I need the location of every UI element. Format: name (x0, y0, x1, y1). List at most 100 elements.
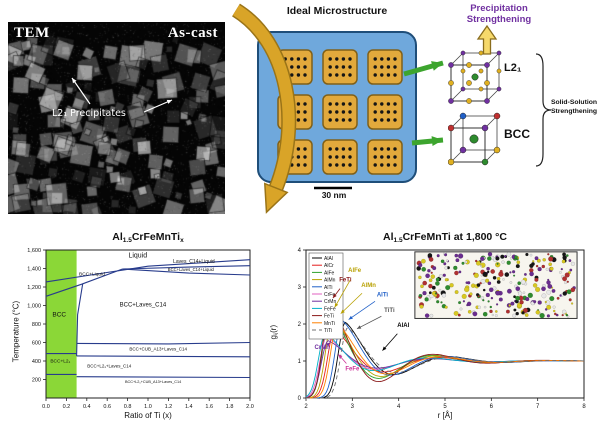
inset-atom (516, 260, 521, 265)
atom-dot (393, 147, 397, 151)
l21-precipitate-square (277, 139, 313, 175)
annotation-arrow (334, 279, 351, 308)
inset-atom (546, 314, 551, 318)
inset-atom (534, 256, 539, 261)
annotation-arrowhead (325, 342, 331, 347)
inset-atom (444, 266, 448, 270)
atom-dot (373, 102, 377, 106)
inset-atom (537, 266, 542, 272)
inset-atom (539, 312, 545, 319)
x-tick-label: 1.4 (185, 404, 193, 410)
y-tick-label: 4 (298, 248, 302, 254)
inset-atom (569, 268, 573, 272)
legend-label: CrMn (324, 299, 336, 305)
atom-dot (296, 102, 301, 106)
crystal-structures (448, 50, 502, 166)
inset-atom (570, 261, 575, 266)
atom-dot (393, 57, 397, 61)
curve-annotation: AlAl (397, 323, 409, 329)
atom-dot (283, 65, 287, 69)
atom-dot (328, 155, 332, 159)
curve-annotation: CrMn (315, 345, 331, 351)
atom-dot (328, 73, 332, 77)
inset-atom (564, 281, 567, 285)
inset-atom (524, 313, 529, 317)
inset-atom (430, 274, 436, 279)
annotation-arrowhead (356, 325, 362, 329)
inset-atom (453, 265, 458, 271)
x-tick-label: 3 (351, 404, 355, 410)
inset-atom (480, 279, 486, 284)
inset-atom (469, 292, 473, 296)
inset-atom (513, 295, 517, 299)
atom-dot (303, 147, 307, 151)
legend-label: AlAl (324, 256, 333, 262)
x-tick-label: 0.4 (83, 404, 91, 410)
l21-atom (460, 50, 466, 56)
cube-edge (450, 88, 464, 102)
atom-dot (386, 65, 391, 69)
atom-dot (290, 102, 294, 106)
bcc-corner-atom (459, 112, 467, 120)
inset-atom (445, 259, 449, 262)
atom-dot (290, 65, 294, 69)
inset-atom (517, 291, 523, 296)
inset-atom (565, 313, 569, 317)
inset-atom (443, 262, 447, 266)
phase-region-label: BCC+Laves_C14 (120, 302, 167, 308)
atom-dot (283, 118, 287, 122)
inset-atom (477, 305, 481, 309)
inset-atom (515, 311, 519, 316)
phase-region-label: Liquid (128, 252, 147, 259)
atom-dot (328, 57, 332, 61)
inset-atom (441, 293, 447, 298)
atom-dot (393, 73, 397, 77)
inset-atom (486, 266, 490, 271)
y-tick-label: 2 (298, 322, 302, 328)
atom-dot (283, 163, 287, 167)
legend-label: CrFe (324, 292, 335, 298)
microstructure-title: Ideal Microstructure (286, 5, 388, 17)
inset-atom (480, 274, 483, 277)
atom-dot (283, 73, 287, 77)
inset-atom (476, 283, 481, 287)
inset-atom (482, 311, 488, 317)
atom-dot (393, 118, 397, 122)
x-tick-label: 8 (582, 404, 586, 410)
curve-annotation: AlFe (348, 268, 362, 274)
inset-atom (509, 281, 513, 284)
cube-back-face (462, 115, 498, 151)
inset-atom (513, 274, 516, 277)
inset-atom (438, 274, 444, 279)
inset-atom (453, 310, 459, 316)
inset-atom (435, 277, 440, 282)
inset-atom (427, 253, 433, 258)
inset-atom (546, 280, 551, 285)
inset-atom (516, 302, 523, 308)
solid-solution-strengthening-label: Solid-Solution Strengthening (549, 99, 599, 116)
atom-dot (328, 65, 332, 69)
atom-dot (303, 118, 307, 122)
atom-dot (303, 57, 307, 61)
title-part: Al (383, 231, 394, 243)
legend-box (308, 252, 344, 340)
atom-dot (373, 147, 377, 151)
atom-dot (290, 118, 294, 122)
inset-atom (568, 298, 572, 302)
atom-dot (386, 147, 391, 151)
solid-solution-line2: Strengthening (550, 107, 598, 115)
inset-atom (444, 305, 448, 309)
atom-dot (335, 147, 339, 151)
atom-dot (380, 73, 384, 77)
atom-dot (341, 110, 346, 114)
inset-atom (486, 270, 490, 274)
x-tick-label: 7 (536, 404, 540, 410)
atom-dot (341, 57, 346, 61)
inset-atom (473, 272, 479, 278)
inset-atom (553, 312, 557, 316)
inset-atom (482, 299, 485, 302)
inset-atom (487, 256, 492, 261)
l21-precipitate-square (322, 49, 358, 85)
phase-boundary (45, 259, 251, 283)
atom-dot (386, 102, 391, 106)
